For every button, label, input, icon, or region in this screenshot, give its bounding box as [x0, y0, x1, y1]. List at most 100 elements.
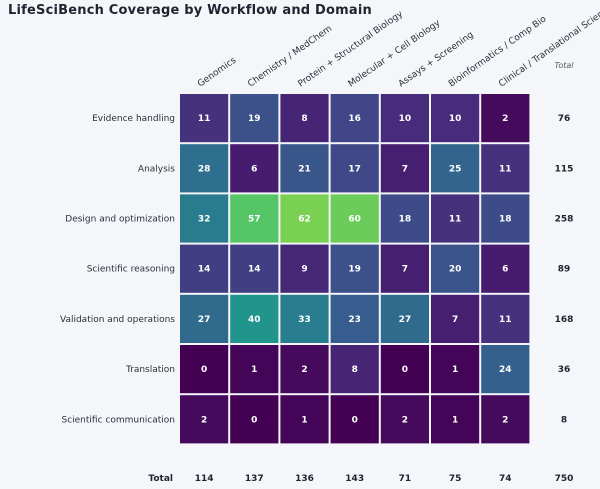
column-label: Chemistry / MedChem [246, 24, 334, 90]
row-label: Translation [125, 365, 175, 375]
heatmap-cell [481, 395, 530, 444]
heatmap-cell [481, 345, 530, 394]
cell-value-label: 11 [449, 215, 462, 225]
cell-value-label: 6 [251, 164, 257, 174]
cell-value-label: 2 [502, 415, 508, 425]
heatmap-cell [380, 395, 429, 444]
cell-value-label: 57 [248, 215, 261, 225]
row-label: Scientific reasoning [87, 265, 175, 275]
cell-value-label: 60 [348, 215, 361, 225]
heatmap-cell [380, 345, 429, 394]
heatmap-cell [330, 94, 379, 143]
heatmap-cell [180, 395, 229, 444]
column-total-value: 137 [245, 474, 264, 484]
cell-value-label: 17 [348, 164, 361, 174]
heatmap-cell [230, 244, 279, 293]
row-label: Design and optimization [65, 215, 175, 225]
column-label: Bioinformatics / Comp Bio [447, 14, 549, 89]
cell-value-label: 7 [452, 315, 458, 325]
heatmap-cell [481, 244, 530, 293]
cell-value-label: 2 [201, 415, 207, 425]
heatmap-cell [280, 345, 329, 394]
cell-value-label: 25 [449, 164, 462, 174]
cell-value-label: 2 [301, 365, 307, 375]
heatmap-cell [481, 94, 530, 143]
heatmap-cell [330, 144, 379, 193]
row-label: Scientific communication [61, 415, 175, 425]
heatmap-cell [431, 194, 480, 243]
row-label: Validation and operations [60, 315, 175, 325]
cell-value-label: 1 [251, 365, 257, 375]
heatmap-cell [280, 395, 329, 444]
heatmap-cell [180, 244, 229, 293]
heatmap-cell [180, 294, 229, 343]
heatmap-cell [380, 144, 429, 193]
column-label: Molecular + Cell Biology [347, 18, 443, 90]
heatmap-cell [280, 244, 329, 293]
chart-title: LifeSciBench Coverage by Workflow and Do… [8, 3, 372, 18]
row-label: Analysis [138, 164, 175, 174]
heatmap-cell [380, 194, 429, 243]
cell-value-label: 8 [301, 114, 307, 124]
heatmap-cell [380, 294, 429, 343]
cell-value-label: 9 [301, 265, 307, 275]
heatmap-cell [330, 194, 379, 243]
row-total-value: 258 [555, 215, 574, 225]
cell-value-label: 1 [452, 365, 458, 375]
column-total-value: 114 [195, 474, 214, 484]
heatmap-cell [481, 194, 530, 243]
cell-value-label: 32 [198, 215, 211, 225]
heatmap-cell [180, 94, 229, 143]
cell-value-label: 0 [402, 365, 408, 375]
cell-value-label: 21 [298, 164, 311, 174]
cell-value-label: 28 [198, 164, 211, 174]
row-total-value: 76 [558, 114, 571, 124]
cell-value-label: 6 [502, 265, 508, 275]
column-total-value: 136 [295, 474, 314, 484]
row-total-value: 89 [558, 265, 571, 275]
heatmap-cell [431, 395, 480, 444]
cell-value-label: 33 [298, 315, 311, 325]
cell-value-label: 20 [449, 265, 462, 275]
cell-value-label: 7 [402, 265, 408, 275]
heatmap-cell [380, 94, 429, 143]
cell-value-label: 0 [201, 365, 207, 375]
heatmap-cell [431, 94, 480, 143]
heatmap-cell [230, 395, 279, 444]
row-total-value: 8 [561, 415, 567, 425]
row-total-header: Total [554, 61, 574, 70]
cell-value-label: 1 [301, 415, 307, 425]
cell-value-label: 16 [348, 114, 361, 124]
cell-value-label: 18 [399, 215, 412, 225]
cell-value-label: 40 [248, 315, 261, 325]
heatmap-cell [230, 194, 279, 243]
cell-value-label: 10 [399, 114, 412, 124]
heatmap-cell [230, 94, 279, 143]
row-total-value: 36 [558, 365, 571, 375]
cell-value-label: 11 [499, 315, 512, 325]
cell-value-label: 2 [402, 415, 408, 425]
heatmap-cell [230, 144, 279, 193]
row-total-value: 115 [555, 164, 574, 174]
cell-value-label: 10 [449, 114, 462, 124]
column-total-value: 74 [499, 474, 512, 484]
cell-value-label: 19 [348, 265, 361, 275]
heatmap-cell [180, 144, 229, 193]
heatmap-cell [330, 244, 379, 293]
heatmap-cell [180, 345, 229, 394]
heatmap-cell [330, 345, 379, 394]
column-total-label: Total [148, 474, 173, 484]
cell-value-label: 11 [499, 164, 512, 174]
column-label: Genomics [196, 55, 239, 89]
cell-value-label: 18 [499, 215, 512, 225]
heatmap-cell [431, 244, 480, 293]
cell-value-label: 8 [352, 365, 358, 375]
cell-value-label: 24 [499, 365, 512, 375]
heatmap-cell [330, 395, 379, 444]
heatmap-cell [230, 345, 279, 394]
column-total-value: 143 [345, 474, 364, 484]
cell-value-label: 11 [198, 114, 211, 124]
cell-value-label: 62 [298, 215, 311, 225]
